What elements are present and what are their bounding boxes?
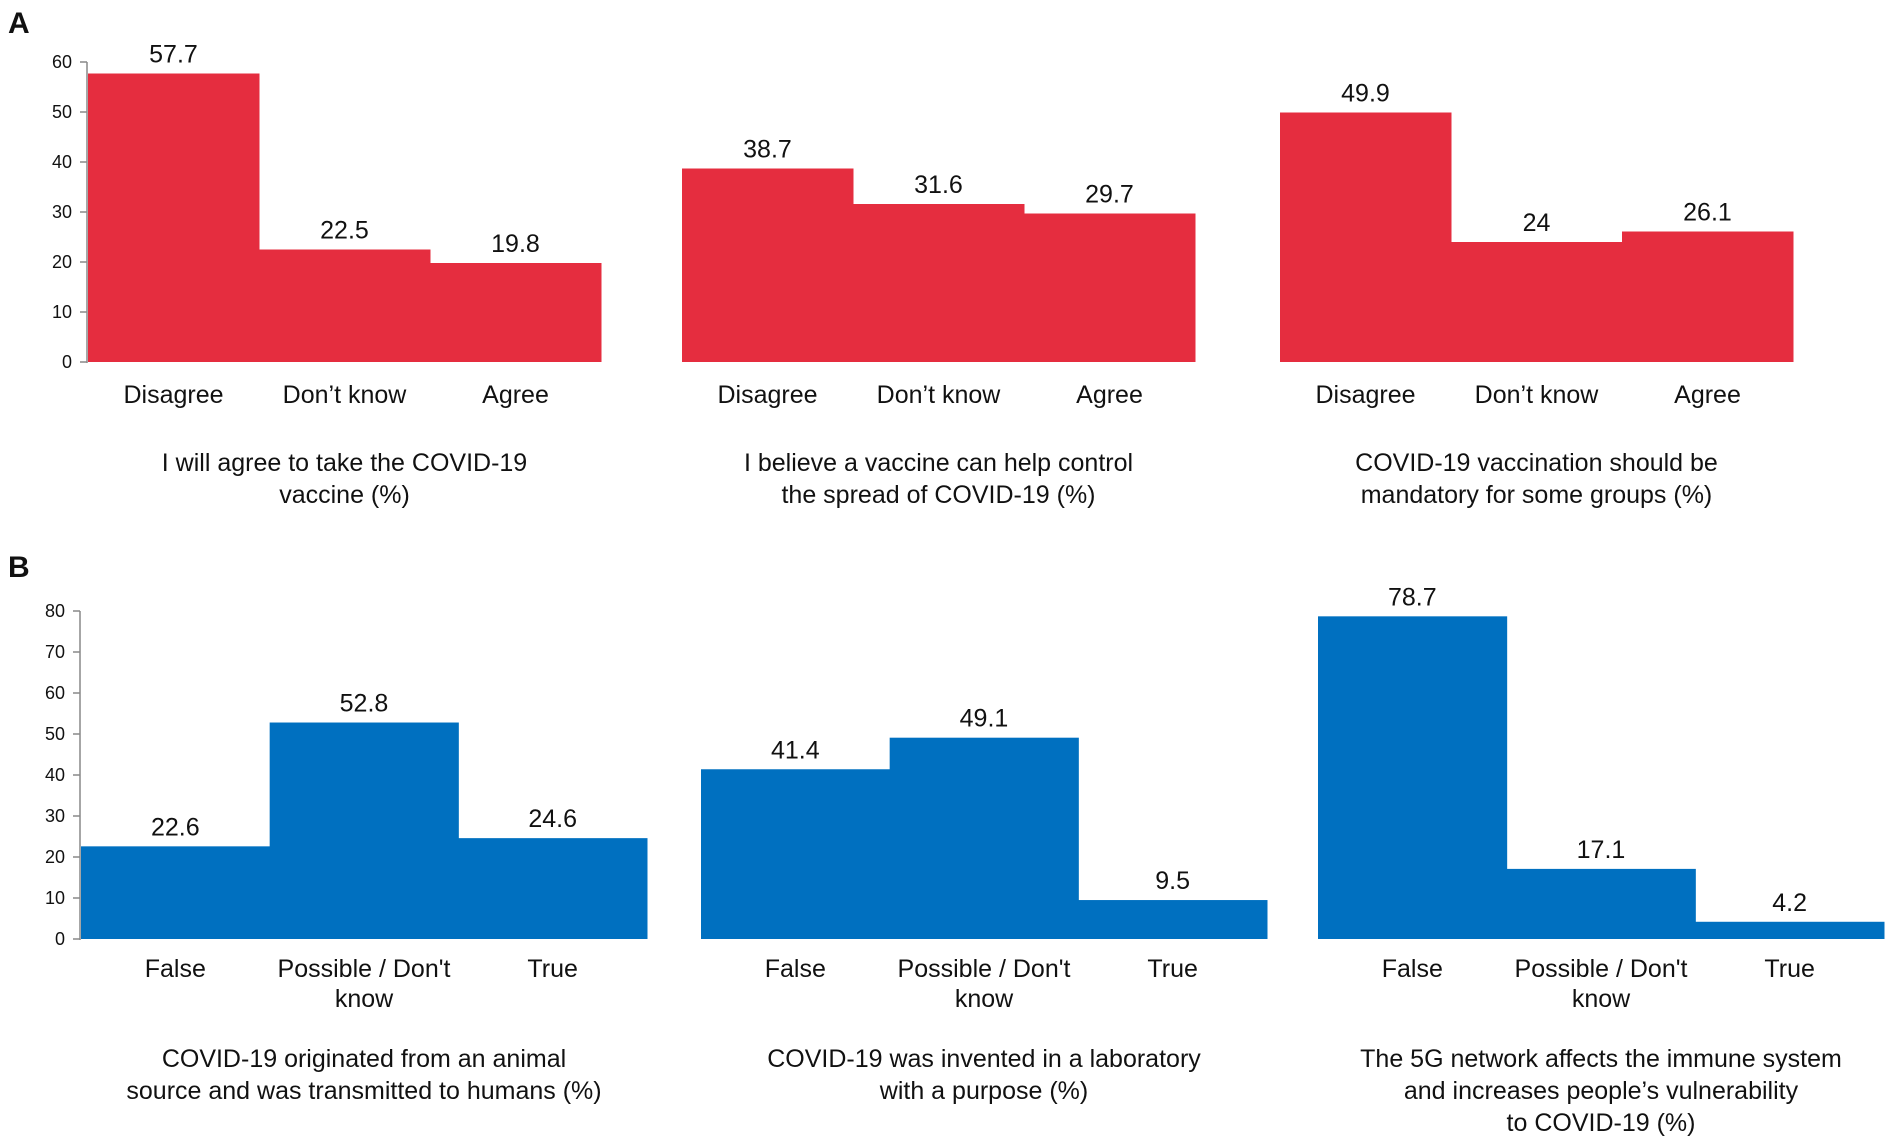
chart-caption: with a purpose (%) — [879, 1077, 1088, 1105]
category-label: False — [765, 955, 826, 983]
y-tick-label: 0 — [55, 929, 65, 949]
chart-caption: vaccine (%) — [279, 481, 410, 509]
panel-label-b: B — [8, 551, 30, 584]
category-label: True — [527, 955, 577, 983]
chart-caption: COVID-19 vaccination should be — [1355, 449, 1718, 477]
chart-caption: The 5G network affects the immune system — [1360, 1045, 1842, 1073]
y-tick-label: 30 — [52, 202, 72, 222]
bar — [889, 737, 1079, 939]
category-label: Disagree — [1315, 381, 1415, 409]
data-label: 9.5 — [1155, 867, 1190, 895]
category-label: Possible / Don't — [898, 955, 1071, 983]
bar — [1280, 112, 1452, 362]
bar — [81, 846, 271, 939]
bar — [458, 838, 648, 939]
bar — [259, 249, 431, 362]
y-tick-label: 0 — [62, 352, 72, 372]
bar — [1024, 213, 1196, 362]
y-tick-label: 20 — [45, 847, 65, 867]
data-label: 4.2 — [1772, 889, 1807, 917]
data-label: 22.6 — [151, 813, 200, 841]
category-label: False — [145, 955, 206, 983]
data-label: 52.8 — [340, 690, 389, 718]
category-label: Don’t know — [877, 381, 1002, 409]
category-label: Agree — [482, 381, 549, 409]
category-label: know — [1572, 985, 1631, 1013]
panel-label-a: A — [8, 7, 30, 40]
chart-caption: the spread of COVID-19 (%) — [781, 481, 1095, 509]
bar — [1078, 900, 1268, 939]
y-tick-label: 80 — [45, 601, 65, 621]
category-label: know — [955, 985, 1014, 1013]
y-tick-label: 30 — [45, 806, 65, 826]
y-tick-label: 50 — [45, 724, 65, 744]
category-label: Disagree — [123, 381, 223, 409]
bar — [853, 204, 1025, 362]
category-label: Possible / Don't — [278, 955, 451, 983]
category-label: Don’t know — [283, 381, 408, 409]
bar — [88, 73, 260, 362]
y-tick-label: 40 — [45, 765, 65, 785]
data-label: 78.7 — [1388, 583, 1437, 611]
category-label: Agree — [1674, 381, 1741, 409]
y-tick-label: 50 — [52, 102, 72, 122]
data-label: 24 — [1523, 209, 1551, 237]
data-label: 26.1 — [1683, 199, 1732, 227]
category-label: Possible / Don't — [1515, 955, 1688, 983]
y-tick-label: 60 — [52, 52, 72, 72]
data-label: 19.8 — [491, 230, 540, 258]
chart-caption: source and was transmitted to humans (%) — [126, 1077, 601, 1105]
chart-caption: and increases people’s vulnerability — [1404, 1077, 1799, 1105]
y-tick-label: 70 — [45, 642, 65, 662]
data-label: 38.7 — [743, 136, 792, 164]
bar — [1506, 868, 1696, 939]
bar — [1451, 242, 1623, 362]
data-label: 41.4 — [771, 736, 820, 764]
category-label: Don’t know — [1475, 381, 1600, 409]
data-label: 24.6 — [528, 805, 577, 833]
data-label: 22.5 — [320, 217, 369, 245]
data-label: 31.6 — [914, 171, 963, 199]
chart-caption: I will agree to take the COVID-19 — [162, 449, 527, 477]
bar — [1695, 921, 1885, 939]
data-label: 57.7 — [149, 41, 198, 69]
chart-caption: mandatory for some groups (%) — [1361, 481, 1713, 509]
category-label: True — [1764, 955, 1814, 983]
category-label: Disagree — [717, 381, 817, 409]
chart-caption: I believe a vaccine can help control — [744, 449, 1133, 477]
bar — [701, 769, 891, 939]
bar — [1622, 231, 1794, 362]
y-tick-label: 20 — [52, 252, 72, 272]
bar — [1318, 616, 1508, 939]
category-label: Agree — [1076, 381, 1143, 409]
y-tick-label: 60 — [45, 683, 65, 703]
y-tick-label: 10 — [45, 888, 65, 908]
data-label: 49.1 — [960, 705, 1009, 733]
chart-caption: COVID-19 originated from an animal — [162, 1045, 566, 1073]
category-label: False — [1382, 955, 1443, 983]
data-label: 17.1 — [1577, 836, 1626, 864]
category-label: True — [1147, 955, 1197, 983]
category-label: know — [335, 985, 394, 1013]
y-tick-label: 10 — [52, 302, 72, 322]
chart-caption: to COVID-19 (%) — [1507, 1109, 1696, 1137]
data-label: 29.7 — [1085, 181, 1134, 209]
bar — [430, 263, 602, 362]
chart-caption: COVID-19 was invented in a laboratory — [767, 1045, 1201, 1073]
bar — [269, 722, 459, 939]
bar — [682, 168, 854, 362]
y-tick-label: 40 — [52, 152, 72, 172]
data-label: 49.9 — [1341, 80, 1390, 108]
